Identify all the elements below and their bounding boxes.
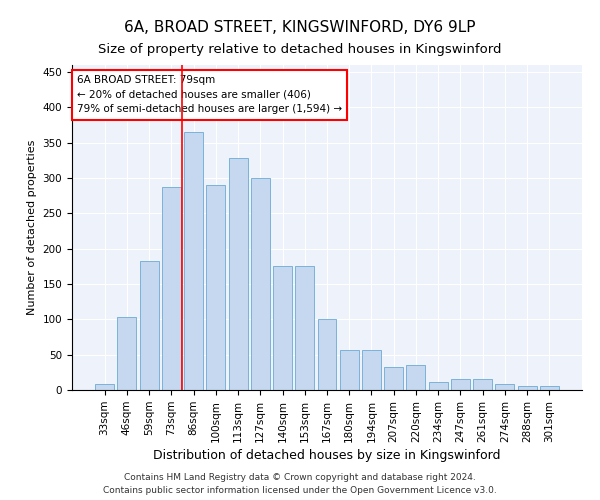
- Bar: [406, 366, 425, 390]
- Bar: [429, 382, 448, 390]
- Bar: [273, 266, 292, 390]
- Text: 6A, BROAD STREET, KINGSWINFORD, DY6 9LP: 6A, BROAD STREET, KINGSWINFORD, DY6 9LP: [124, 20, 476, 35]
- Bar: [295, 266, 314, 390]
- Bar: [340, 350, 359, 390]
- Bar: [384, 368, 403, 390]
- Y-axis label: Number of detached properties: Number of detached properties: [27, 140, 37, 315]
- Bar: [184, 132, 203, 390]
- Bar: [251, 178, 270, 390]
- Bar: [140, 260, 158, 390]
- Bar: [317, 320, 337, 390]
- Text: 6A BROAD STREET: 79sqm
← 20% of detached houses are smaller (406)
79% of semi-de: 6A BROAD STREET: 79sqm ← 20% of detached…: [77, 74, 342, 114]
- Bar: [95, 384, 114, 390]
- Bar: [451, 380, 470, 390]
- Bar: [518, 386, 536, 390]
- Text: Size of property relative to detached houses in Kingswinford: Size of property relative to detached ho…: [98, 42, 502, 56]
- Bar: [206, 185, 225, 390]
- Bar: [473, 380, 492, 390]
- X-axis label: Distribution of detached houses by size in Kingswinford: Distribution of detached houses by size …: [153, 449, 501, 462]
- Bar: [162, 186, 181, 390]
- Bar: [540, 386, 559, 390]
- Bar: [229, 158, 248, 390]
- Bar: [362, 350, 381, 390]
- Bar: [496, 384, 514, 390]
- Text: Contains HM Land Registry data © Crown copyright and database right 2024.
Contai: Contains HM Land Registry data © Crown c…: [103, 474, 497, 495]
- Bar: [118, 317, 136, 390]
